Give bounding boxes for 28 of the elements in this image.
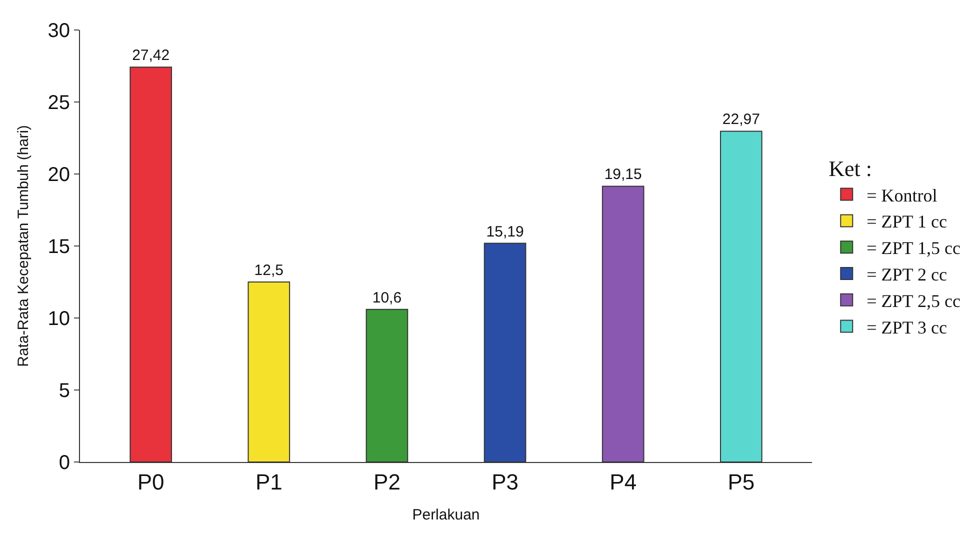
x-axis-title: Perlakuan (412, 506, 480, 524)
x-tick-label: P3 (492, 469, 518, 494)
legend-label: = ZPT 3 cc (866, 317, 947, 338)
x-tick-label: P2 (374, 469, 400, 494)
x-tick-label: P0 (137, 469, 164, 494)
legend-title: Ket : (828, 156, 872, 182)
text: 19,15 (604, 166, 642, 184)
legend-label: = ZPT 2 cc (866, 264, 947, 285)
y-tick-label: 25 (48, 92, 70, 114)
y-tick-label: 30 (48, 20, 70, 42)
text: 10,6 (372, 289, 402, 306)
y-tick-label: 10 (48, 308, 70, 330)
x-tick-label: P4 (610, 469, 637, 494)
y-tick-label: 20 (48, 164, 70, 186)
y-tick-label: 15 (48, 236, 70, 258)
y-tick-label: 0 (58, 452, 70, 474)
y-tick-label: 5 (58, 380, 70, 402)
text: 22,97 (722, 111, 760, 128)
y-axis-title: Rata-Rata Kecepatan Tumbuh (hari) (15, 125, 32, 367)
text: 12,5 (254, 262, 284, 279)
legend-label: = ZPT 1,5 cc (866, 238, 960, 258)
x-tick-label: P5 (728, 469, 755, 494)
text: 27,42 (132, 47, 170, 64)
x-tick-label: P1 (255, 469, 282, 494)
legend-label: = Kontrol (866, 185, 938, 206)
text: 15,19 (486, 223, 524, 240)
legend-label: = ZPT 2,5 cc (866, 290, 960, 311)
legend-label: = ZPT 1 cc (866, 212, 947, 232)
